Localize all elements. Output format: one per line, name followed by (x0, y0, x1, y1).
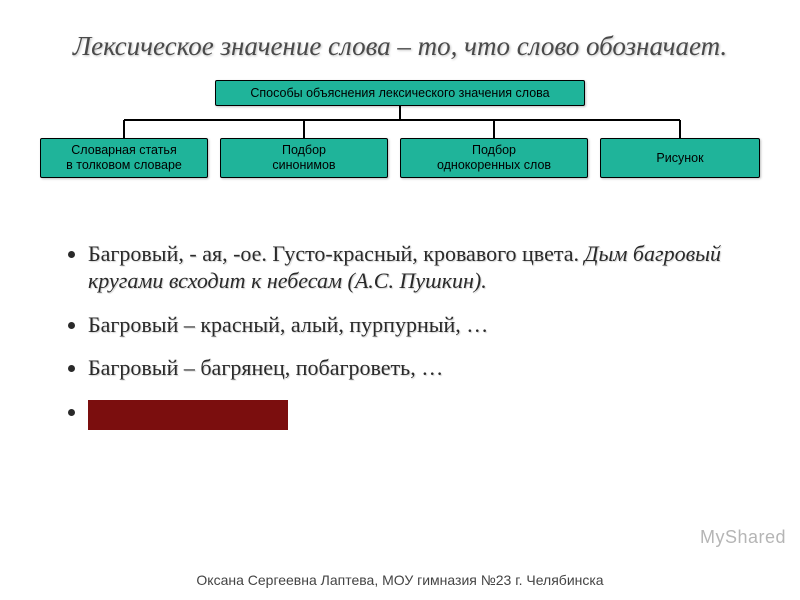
slide-footer: Оксана Сергеевна Лаптева, МОУ гимназия №… (0, 572, 800, 588)
bullet-item-swatch (88, 398, 740, 430)
tree-parent-node: Способы объяснения лексического значения… (215, 80, 585, 106)
bullet-item: Багровый, - ая, -ое. Густо-красный, кров… (88, 240, 740, 295)
bullet-item: Багровый – красный, алый, пурпурный, … (88, 311, 740, 339)
watermark-text: MyShared (700, 527, 786, 548)
bullet-list: Багровый, - ая, -ое. Густо-красный, кров… (64, 240, 740, 430)
color-swatch (88, 400, 288, 430)
tree-child-node: Подбор однокоренных слов (400, 138, 588, 178)
bullet-item: Багровый – багрянец, побагроветь, … (88, 354, 740, 382)
slide-title: Лексическое значение слова – то, что сло… (0, 0, 800, 80)
bullet-text: Багровый, - ая, -ое. Густо-красный, кров… (88, 241, 584, 266)
tree-child-node: Словарная статья в толковом словаре (40, 138, 208, 178)
tree-child-node: Рисунок (600, 138, 760, 178)
concept-tree: Способы объяснения лексического значения… (40, 80, 760, 190)
tree-child-node: Подбор синонимов (220, 138, 388, 178)
